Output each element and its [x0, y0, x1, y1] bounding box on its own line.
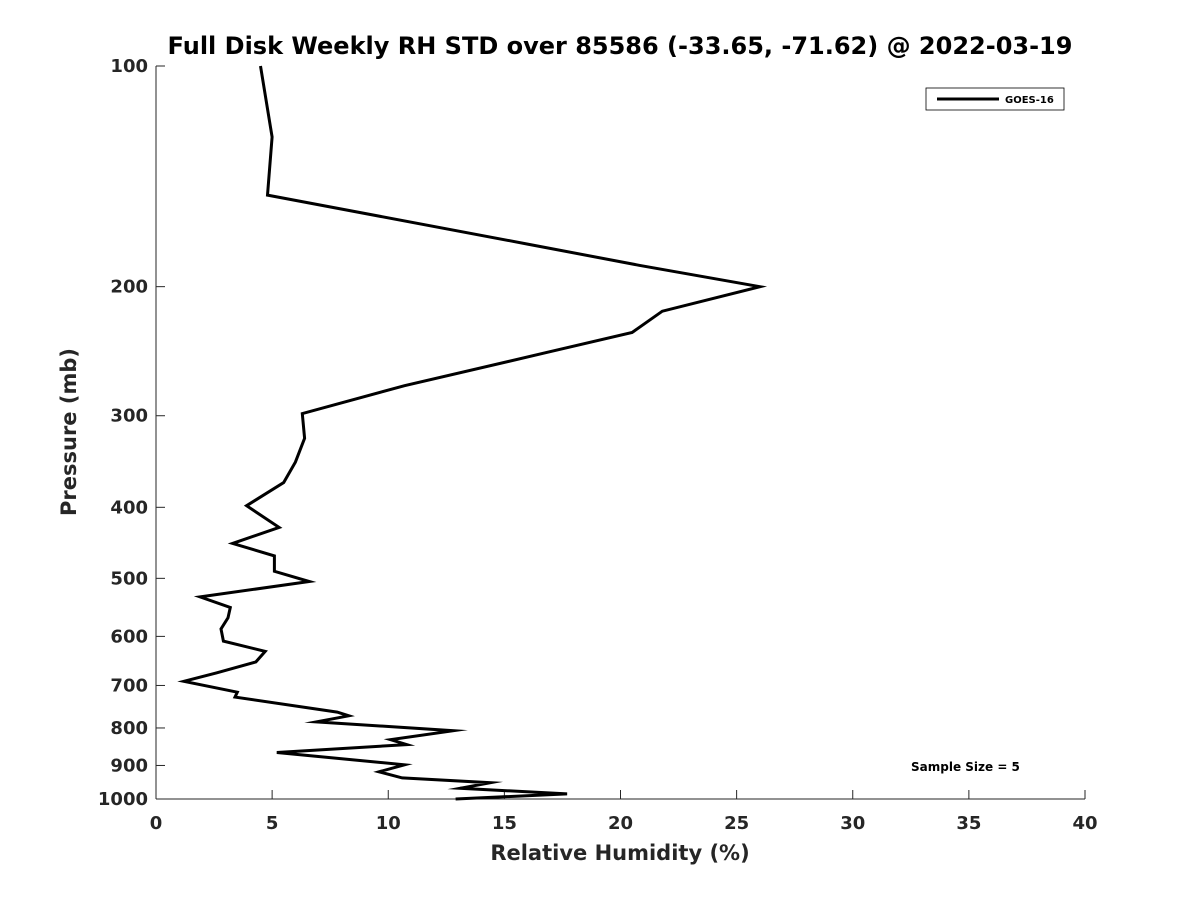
x-tick-label: 30: [840, 813, 865, 834]
y-tick-label: 300: [110, 406, 148, 427]
y-tick-label: 600: [110, 626, 148, 647]
y-tick-label: 100: [110, 56, 148, 77]
series-layer: [177, 65, 768, 801]
x-tick-label: 20: [608, 813, 633, 834]
y-tick-label: 800: [110, 718, 148, 739]
x-tick-label: 35: [956, 813, 981, 834]
y-tick-label: 900: [110, 755, 148, 776]
x-tick-label: 10: [376, 813, 401, 834]
sample-size-annotation: Sample Size = 5: [911, 760, 1020, 774]
y-axis-ticks: 100 200 300 400 500 600 700 800 900 1000: [98, 56, 165, 810]
y-tick-label: 700: [110, 675, 148, 696]
chart-title: Full Disk Weekly RH STD over 85586 (-33.…: [168, 32, 1073, 60]
x-axis-label: Relative Humidity (%): [490, 841, 749, 865]
legend: GOES-16: [925, 87, 1065, 111]
y-tick-label: 1000: [98, 789, 148, 810]
x-tick-label: 0: [150, 813, 163, 834]
y-tick-label: 500: [110, 568, 148, 589]
x-tick-label: 25: [724, 813, 749, 834]
x-axis-ticks: 0 5 10 15 20 25 30 35 40: [150, 790, 1098, 834]
legend-label-goes-16: GOES-16: [1005, 95, 1054, 106]
x-tick-label: 15: [492, 813, 517, 834]
y-tick-label: 200: [110, 277, 148, 298]
y-axis-label: Pressure (mb): [57, 348, 81, 516]
series-line-goes-16: [177, 65, 768, 801]
x-tick-label: 40: [1072, 813, 1097, 834]
y-tick-label: 400: [110, 497, 148, 518]
x-tick-label: 5: [266, 813, 279, 834]
